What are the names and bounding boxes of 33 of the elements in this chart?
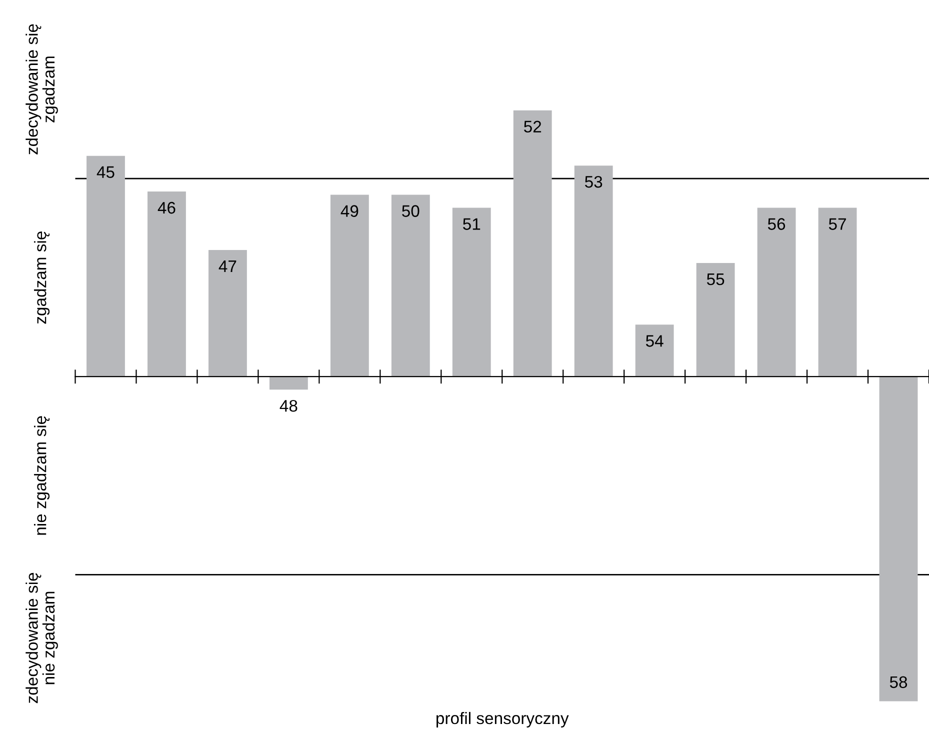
- text: zdecydowanie się nie zgadzam: [26, 572, 58, 704]
- text: zdecydowanie się zgadzam: [26, 24, 58, 154]
- bar: [879, 376, 918, 702]
- x-tick-label: 52: [524, 120, 542, 133]
- bar: [269, 376, 308, 390]
- bar: [635, 324, 674, 377]
- text: zgadzam się: [34, 232, 50, 324]
- bar: [148, 192, 186, 377]
- bar: [513, 110, 552, 377]
- x-tick-label: 53: [584, 176, 602, 188]
- x-tick-label: 58: [890, 676, 908, 688]
- bar: [757, 208, 796, 377]
- x-tick-label: 50: [402, 205, 420, 217]
- bar: [452, 208, 491, 377]
- bar: [86, 156, 125, 377]
- bar: [208, 250, 247, 377]
- x-tick-label: 57: [828, 218, 846, 230]
- x-tick-label: 54: [646, 335, 664, 347]
- x-tick-label: 49: [340, 205, 358, 217]
- x-tick-label: 46: [158, 202, 176, 214]
- x-tick-label: 56: [768, 218, 786, 230]
- bar: [696, 262, 735, 377]
- x-tick-label: 51: [463, 218, 480, 230]
- bar: [391, 194, 430, 377]
- x-tick-label: 48: [280, 400, 298, 412]
- bar: [574, 166, 613, 377]
- bar: [330, 194, 369, 377]
- text: nie zgadzam się: [34, 416, 50, 535]
- x-tick-label: 47: [218, 260, 236, 272]
- x-tick-label: 45: [96, 166, 114, 178]
- x-tick-label: 55: [706, 274, 724, 286]
- x-axis-title: profil sensoryczny: [436, 712, 569, 728]
- bar: [818, 208, 857, 377]
